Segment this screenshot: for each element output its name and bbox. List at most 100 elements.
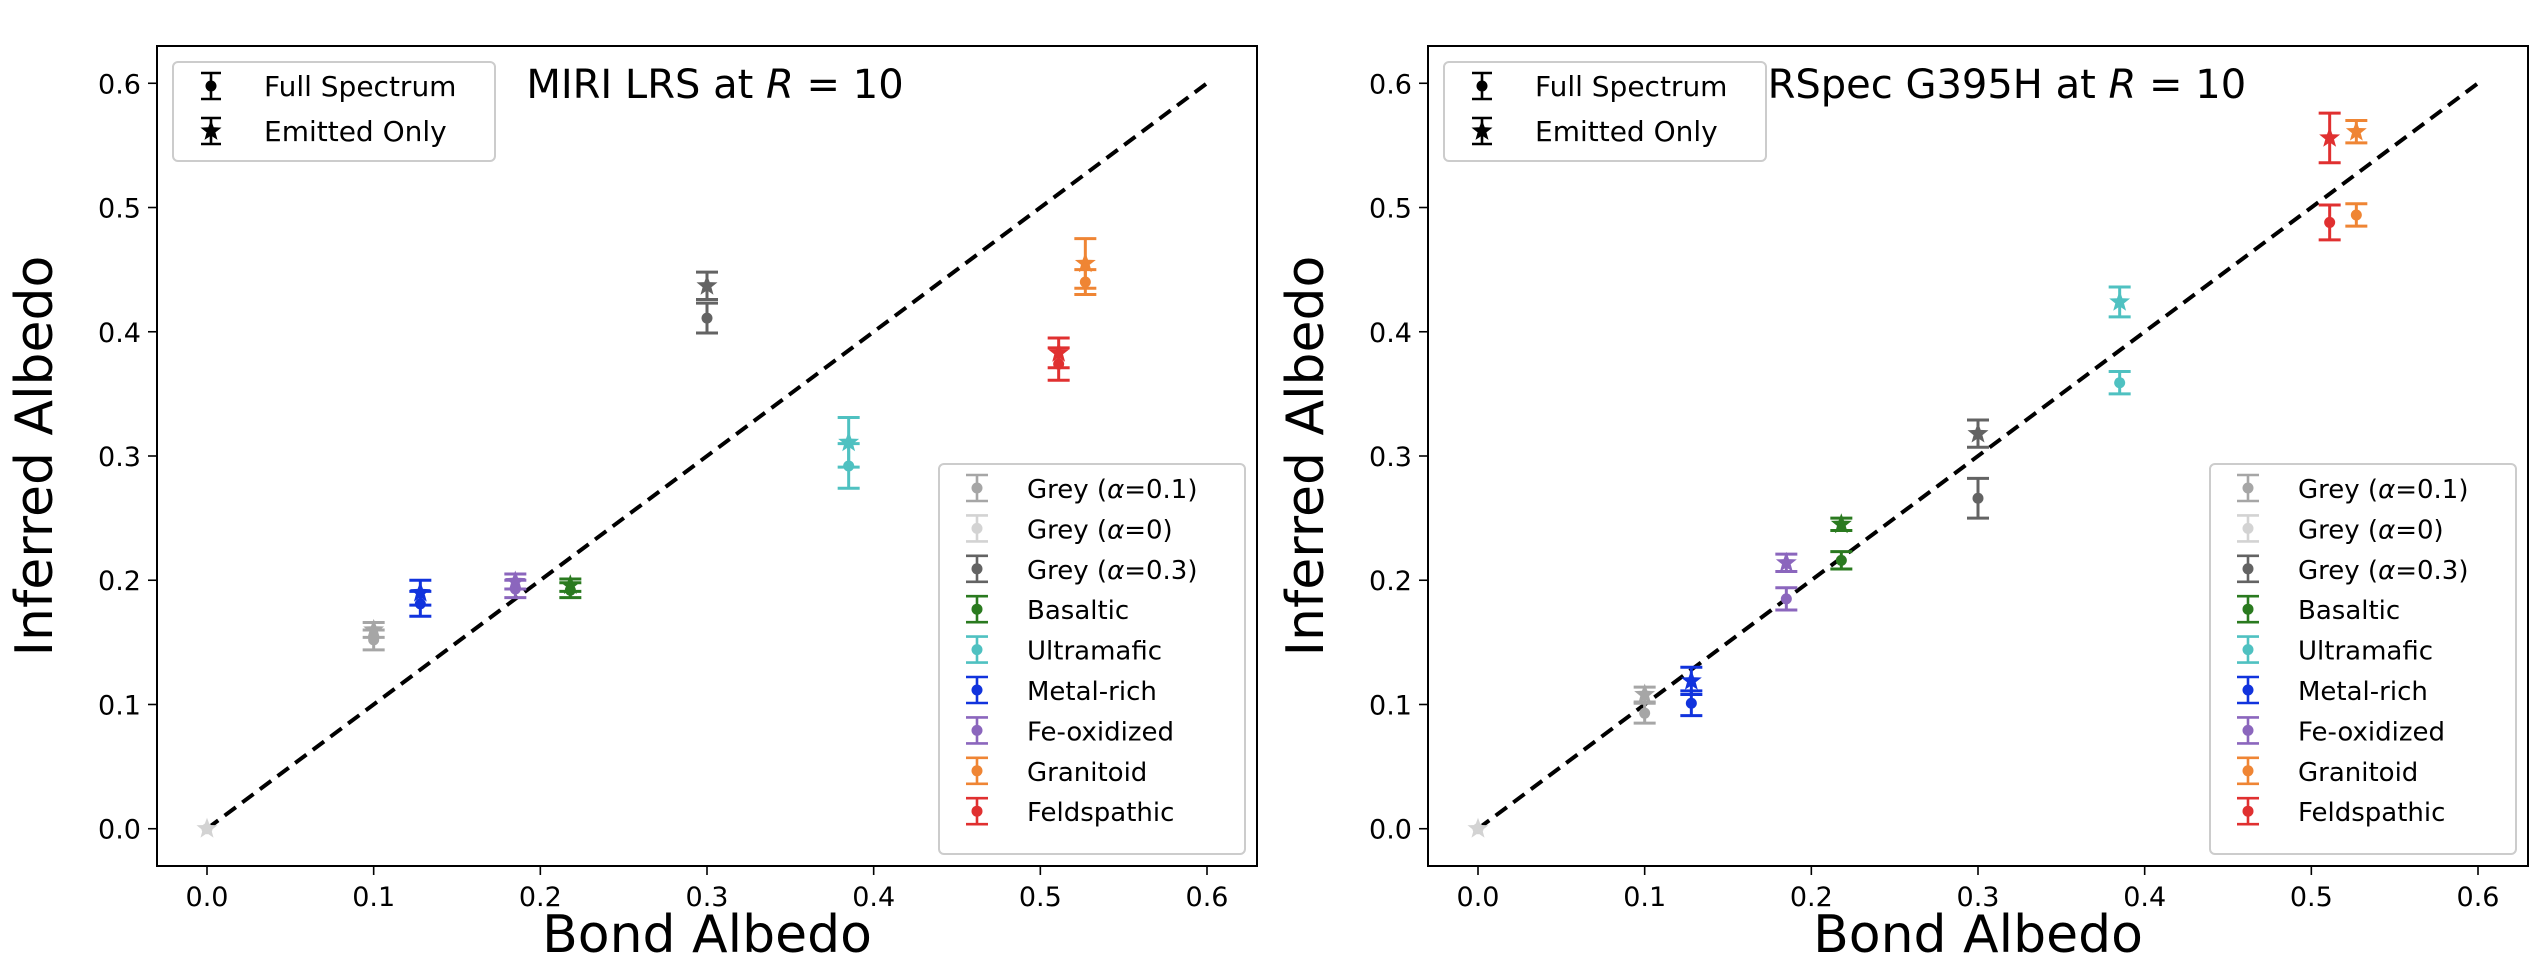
emitted-only-point	[1775, 551, 1797, 572]
emitted-only-point	[363, 618, 385, 639]
legend-marker	[2242, 724, 2254, 736]
series-legend-label: Grey (α=0.1)	[1027, 475, 1197, 505]
series-fe-oxidized	[504, 570, 527, 600]
series-legend-label: Granitoid	[2298, 758, 2418, 788]
series-legend-label: Metal-rich	[1027, 677, 1157, 707]
full-spectrum-point	[2324, 216, 2336, 228]
legend-marker	[2242, 805, 2254, 817]
legend-circle-marker	[205, 80, 217, 92]
legend-marker	[971, 644, 983, 656]
x-tick-label: 0.6	[1186, 882, 1229, 913]
series-grey-0-1	[362, 618, 385, 652]
plot-frame	[1427, 45, 2529, 867]
series-granitoid	[2345, 119, 2368, 228]
series-grey-0-3	[1967, 418, 1989, 520]
series-legend-label: Basaltic	[2298, 596, 2400, 626]
x-tick-label: 0.6	[2457, 882, 2500, 913]
legend-marker	[2242, 765, 2254, 777]
series-legend-label: Basaltic	[1027, 596, 1129, 626]
series-legend-item: Grey (α=0.1)	[966, 473, 1197, 505]
series-feldspathic	[1047, 336, 1070, 382]
marker-legend: Full Spectrum Emitted Only	[1443, 61, 1767, 162]
legend-circle-marker	[1476, 80, 1488, 92]
series-legend-label: Fe-oxidized	[1027, 717, 1174, 747]
emitted-only-point	[409, 581, 431, 602]
legend-star-marker	[1471, 120, 1493, 140]
series-legend-item: Grey (α=0)	[966, 514, 1173, 545]
legend-marker	[971, 765, 983, 777]
full-spectrum-point	[1639, 707, 1651, 719]
series-feldspathic	[2318, 111, 2341, 242]
y-tick-label: 0.6	[98, 69, 141, 100]
series-legend-item: Granitoid	[966, 756, 1147, 788]
emitted-only-point	[1967, 422, 1989, 443]
series-granitoid	[1074, 237, 1097, 296]
marker-legend-label-emitted-only: Emitted Only	[264, 115, 447, 148]
y-tick-label: 0.6	[1369, 69, 1412, 100]
legend-star-marker	[200, 120, 222, 140]
y-tick-label: 0.0	[1369, 815, 1412, 846]
emitted-only-point	[2319, 126, 2341, 147]
emitted-only-point	[1830, 513, 1852, 534]
full-spectrum-point	[1685, 697, 1697, 709]
series-legend-label: Ultramafic	[2298, 637, 2433, 667]
legend-marker	[2242, 563, 2254, 575]
legend-marker	[971, 684, 983, 696]
y-tick-label: 0.2	[1369, 566, 1412, 597]
series-legend-label: Grey (α=0)	[1027, 515, 1173, 545]
y-axis-label: Inferred Albedo	[5, 256, 65, 657]
x-axis-label: Bond Albedo	[1813, 905, 2143, 964]
emitted-only-point	[1074, 252, 1096, 273]
series-ultramafic	[2108, 285, 2131, 396]
full-spectrum-point	[701, 312, 713, 324]
y-tick-label: 0.5	[1369, 194, 1412, 225]
x-tick-label: 0.3	[1957, 882, 2000, 913]
series-legend-label: Feldspathic	[2298, 798, 2445, 828]
series-legend-box	[938, 463, 1246, 855]
y-tick-label: 0.4	[1369, 318, 1412, 349]
y-tick-label: 0.4	[98, 318, 141, 349]
legend-marker	[2242, 482, 2254, 494]
series-legend: Grey (α=0.1) Grey (α=0) Grey (α=0.3) Basalt…	[2209, 463, 2517, 855]
full-spectrum-point	[2350, 209, 2362, 221]
chart-title: MIRI LRS at R = 10	[526, 62, 903, 108]
one-to-one-reference-line	[205, 81, 1209, 831]
emitted-only-point	[559, 574, 581, 595]
emitted-only-point	[1680, 669, 1702, 690]
series-legend-item: Grey (α=0.3)	[2237, 554, 2468, 586]
series-legend-label: Metal-rich	[2298, 677, 2428, 707]
series-metal-rich	[1680, 665, 1703, 718]
series-legend-label: Granitoid	[1027, 758, 1147, 788]
x-tick-label: 0.5	[1019, 882, 1062, 913]
series-legend-item: Fe-oxidized	[966, 716, 1174, 747]
full-spectrum-point	[1972, 492, 1984, 504]
x-tick-label: 0.0	[186, 882, 229, 913]
series-legend-label: Grey (α=0.1)	[2298, 475, 2468, 505]
x-axis-label: Bond Albedo	[542, 905, 872, 964]
series-legend-label: Grey (α=0)	[2298, 515, 2444, 545]
emitted-only-point	[504, 570, 526, 591]
emitted-only-point	[1634, 683, 1656, 704]
series-legend-item: Metal-rich	[966, 675, 1157, 707]
series-legend-item: Basaltic	[2237, 594, 2400, 626]
series-legend-box	[2209, 463, 2517, 855]
emitted-only-point	[2109, 290, 2131, 311]
series-metal-rich	[409, 578, 432, 618]
plot-frame	[156, 45, 1258, 867]
x-tick-label: 0.1	[1623, 882, 1666, 913]
emitted-only-point	[696, 274, 718, 295]
x-tick-label: 0.1	[352, 882, 395, 913]
series-legend-item: Fe-oxidized	[2237, 716, 2445, 747]
legend-marker	[971, 805, 983, 817]
legend-marker	[2242, 603, 2254, 615]
series-grey-0-3	[696, 270, 718, 335]
series-legend-label: Feldspathic	[1027, 798, 1174, 828]
series-fe-oxidized	[1775, 551, 1798, 612]
emitted-only-point	[2345, 120, 2367, 141]
legend-marker	[971, 482, 983, 494]
y-tick-label: 0.3	[1369, 442, 1412, 473]
emitted-only-point	[1048, 341, 1070, 362]
emitted-only-point	[196, 817, 218, 838]
y-tick-label: 0.3	[98, 442, 141, 473]
x-tick-label: 0.4	[852, 882, 895, 913]
